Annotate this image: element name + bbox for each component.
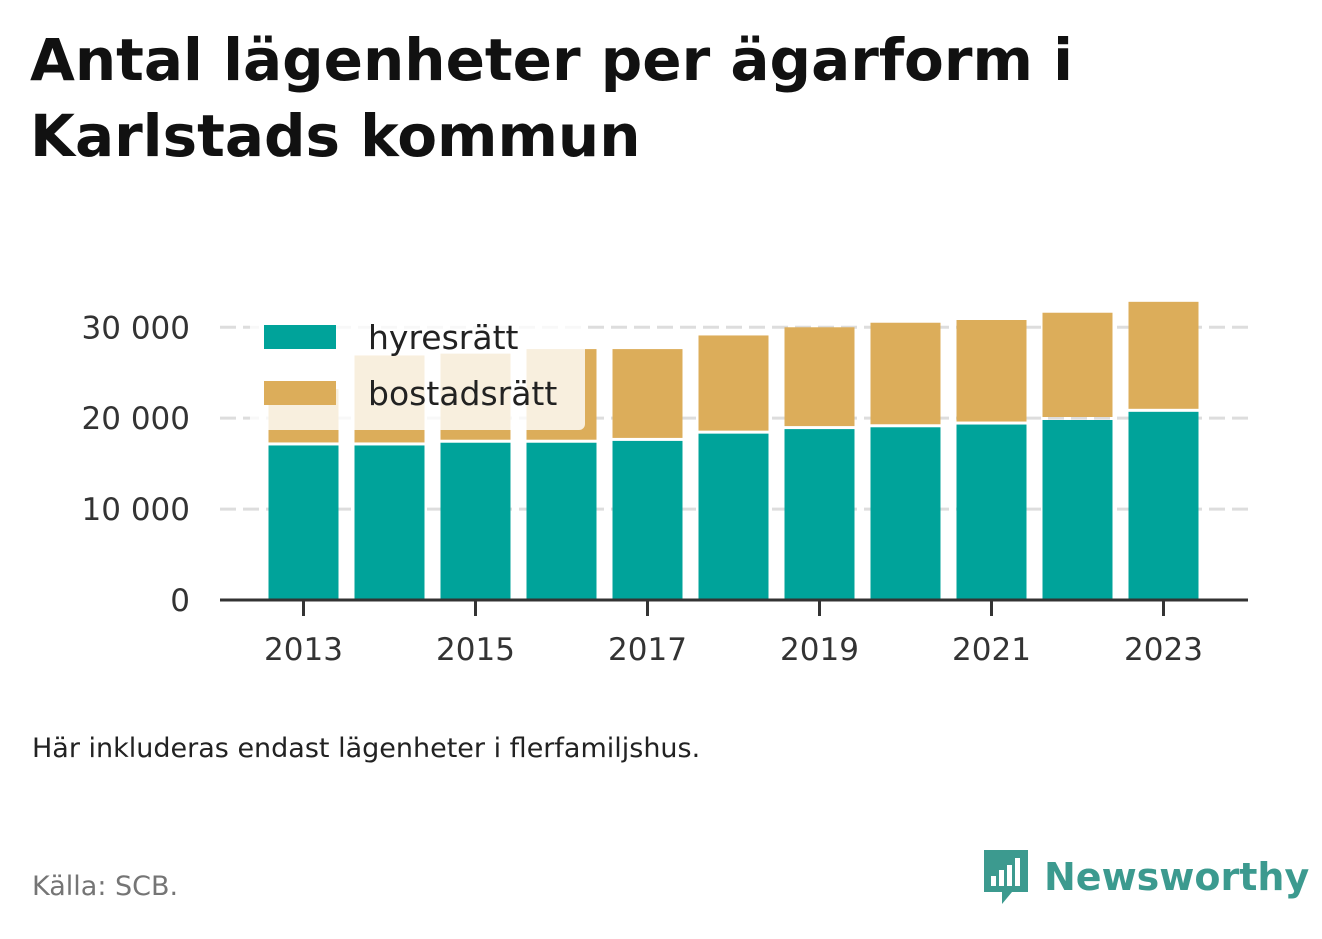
bar-hyresratt-2015 [440, 442, 511, 600]
bar-hyresratt-2022 [1042, 420, 1113, 600]
bar-hyresratt-2023 [1128, 411, 1199, 600]
bar-bostadsratt-2020 [870, 322, 941, 425]
bar-hyresratt-2020 [870, 427, 941, 600]
bar-bostadsratt-2018 [698, 335, 769, 431]
x-tick-label: 2019 [780, 632, 859, 668]
x-tick-label: 2023 [1124, 632, 1203, 668]
x-tick-label: 2021 [952, 632, 1031, 668]
bar-hyresratt-2014 [354, 445, 425, 600]
legend-swatch [264, 381, 336, 405]
y-tick-label: 30 000 [82, 310, 190, 346]
brand-name: Newsworthy [1044, 855, 1310, 899]
x-tick-label: 2013 [264, 632, 343, 668]
bar-hyresratt-2013 [268, 445, 339, 600]
bar-bostadsratt-2023 [1128, 301, 1199, 409]
legend-swatch [264, 325, 336, 349]
chart-title: Antal lägenheter per ägarform i Karlstad… [30, 26, 1074, 170]
source-credit: Källa: SCB. [32, 871, 179, 902]
y-tick-label: 10 000 [82, 492, 190, 528]
bar-bostadsratt-2021 [956, 320, 1027, 422]
bar-hyresratt-2017 [612, 440, 683, 600]
bar-bostadsratt-2017 [612, 349, 683, 438]
bar-hyresratt-2018 [698, 433, 769, 600]
legend-label: bostadsrätt [368, 374, 557, 413]
bar-hyresratt-2016 [526, 442, 597, 600]
stacked-bar-chart: 0 10 000 20 000 30 000 2013 2015 2017 2019 2021 2… [82, 301, 1248, 668]
newsworthy-logo: Newsworthy [980, 848, 1309, 906]
bar-bostadsratt-2022 [1042, 312, 1113, 417]
y-tick-label: 0 [170, 583, 190, 619]
bar-bostadsratt-2019 [784, 327, 855, 427]
bar-hyresratt-2021 [956, 424, 1027, 600]
bar-hyresratt-2019 [784, 429, 855, 600]
legend-label: hyresrätt [368, 318, 519, 357]
y-tick-label: 20 000 [82, 401, 190, 437]
bar-chart-speech-bubble-icon [984, 850, 1028, 904]
chart-note: Här inkluderas endast lägenheter i flerf… [32, 733, 701, 764]
x-tick-label: 2015 [436, 632, 515, 668]
x-tick-label: 2017 [608, 632, 687, 668]
